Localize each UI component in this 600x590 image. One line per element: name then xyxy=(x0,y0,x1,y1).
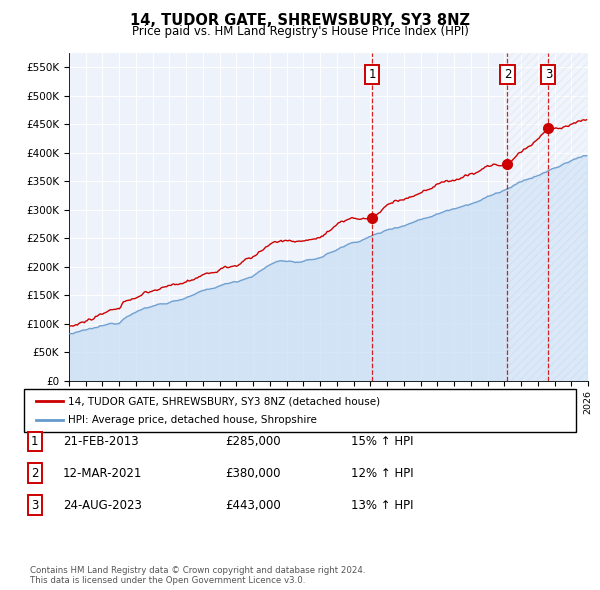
Text: 12% ↑ HPI: 12% ↑ HPI xyxy=(351,467,413,480)
Text: 3: 3 xyxy=(545,68,552,81)
Text: Contains HM Land Registry data © Crown copyright and database right 2024.
This d: Contains HM Land Registry data © Crown c… xyxy=(30,566,365,585)
Text: 2: 2 xyxy=(504,68,511,81)
Text: 2: 2 xyxy=(31,467,38,480)
Text: £443,000: £443,000 xyxy=(225,499,281,512)
Text: £380,000: £380,000 xyxy=(225,467,281,480)
Text: 1: 1 xyxy=(368,68,376,81)
Text: 3: 3 xyxy=(31,499,38,512)
Text: HPI: Average price, detached house, Shropshire: HPI: Average price, detached house, Shro… xyxy=(68,415,317,425)
Text: 12-MAR-2021: 12-MAR-2021 xyxy=(63,467,142,480)
Text: 24-AUG-2023: 24-AUG-2023 xyxy=(63,499,142,512)
Text: 21-FEB-2013: 21-FEB-2013 xyxy=(63,435,139,448)
Text: 15% ↑ HPI: 15% ↑ HPI xyxy=(351,435,413,448)
Text: 14, TUDOR GATE, SHREWSBURY, SY3 8NZ: 14, TUDOR GATE, SHREWSBURY, SY3 8NZ xyxy=(130,13,470,28)
Text: 14, TUDOR GATE, SHREWSBURY, SY3 8NZ (detached house): 14, TUDOR GATE, SHREWSBURY, SY3 8NZ (det… xyxy=(68,396,380,407)
Text: 1: 1 xyxy=(31,435,38,448)
Text: Price paid vs. HM Land Registry's House Price Index (HPI): Price paid vs. HM Land Registry's House … xyxy=(131,25,469,38)
Text: £285,000: £285,000 xyxy=(225,435,281,448)
Text: 13% ↑ HPI: 13% ↑ HPI xyxy=(351,499,413,512)
